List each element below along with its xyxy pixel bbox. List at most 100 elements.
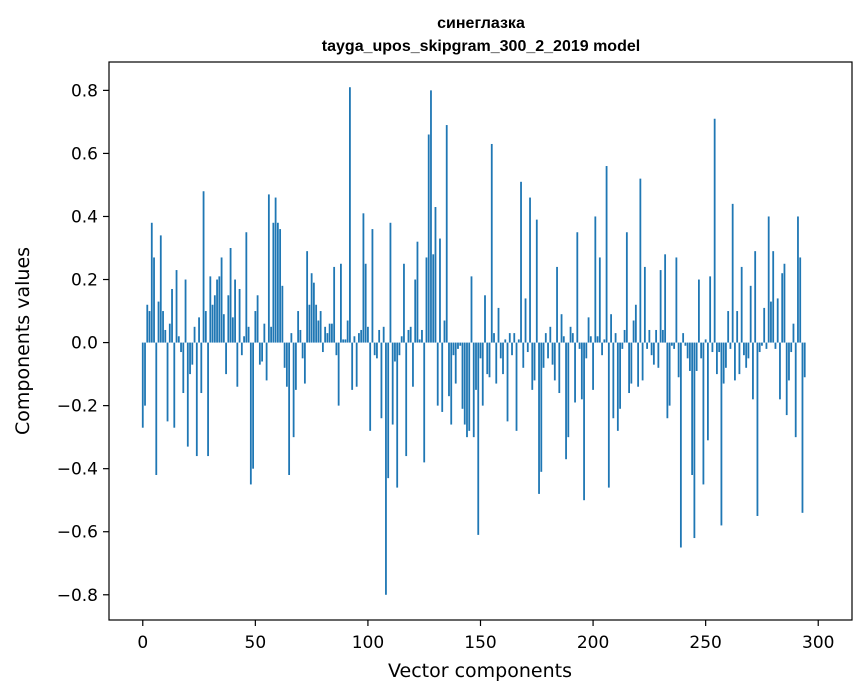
x-tick-label: 50 — [245, 633, 267, 653]
bar — [612, 342, 615, 419]
x-tick-label: 200 — [577, 633, 609, 653]
bar — [213, 295, 216, 343]
bar — [713, 118, 716, 343]
bar — [788, 342, 790, 381]
bar — [668, 342, 671, 406]
bar — [605, 166, 608, 343]
bar — [398, 342, 401, 356]
bar — [321, 342, 324, 353]
bar — [171, 288, 173, 343]
bar — [209, 276, 212, 343]
bar — [333, 266, 336, 343]
bar — [445, 125, 448, 343]
bar — [565, 342, 567, 460]
bar — [776, 298, 779, 343]
bar — [362, 213, 365, 343]
bar — [574, 342, 576, 403]
y-tick-label: 0.2 — [71, 271, 98, 291]
bar — [177, 336, 180, 343]
bar — [569, 326, 572, 343]
bar — [141, 342, 144, 428]
bar — [254, 311, 257, 343]
bar — [448, 342, 450, 397]
bar — [466, 342, 468, 438]
bar — [731, 203, 734, 343]
bar — [265, 342, 268, 381]
bar — [236, 342, 239, 387]
bar — [450, 342, 453, 425]
bar — [754, 251, 757, 343]
x-tick-label: 250 — [689, 633, 721, 653]
bar — [337, 342, 340, 406]
bars-group — [141, 87, 806, 595]
bar — [407, 329, 410, 343]
bar — [803, 342, 806, 378]
x-tick-label: 100 — [352, 633, 384, 653]
bar — [144, 342, 146, 406]
bar — [686, 342, 689, 359]
bar — [711, 342, 714, 353]
bar — [376, 342, 378, 359]
bar — [155, 342, 158, 475]
bar — [292, 342, 295, 438]
bar — [387, 342, 390, 479]
bar — [484, 295, 486, 343]
bar — [558, 342, 561, 394]
bar — [364, 263, 367, 343]
bar — [556, 266, 558, 343]
bar — [490, 143, 493, 343]
bar — [790, 342, 793, 353]
bar — [283, 342, 286, 368]
bar — [479, 342, 482, 359]
bar — [427, 134, 430, 343]
bar — [571, 333, 574, 343]
bar — [279, 229, 282, 343]
y-tick-label: 0.6 — [71, 144, 98, 164]
bar — [184, 279, 187, 343]
bar — [607, 342, 610, 488]
bar — [531, 342, 534, 390]
bar — [722, 342, 725, 384]
bar — [655, 329, 658, 343]
bar — [173, 342, 176, 428]
bar — [639, 178, 642, 343]
bar — [439, 238, 441, 343]
bar — [380, 342, 383, 419]
bar — [700, 342, 703, 359]
bar — [585, 342, 588, 359]
bar — [373, 342, 376, 356]
bar — [225, 342, 227, 375]
bar — [272, 222, 275, 343]
bar — [513, 333, 516, 343]
bar — [382, 326, 385, 343]
bar — [688, 342, 691, 371]
bar — [360, 329, 363, 343]
bar — [621, 342, 624, 349]
bar — [263, 323, 266, 343]
bar — [682, 333, 685, 343]
bar — [587, 317, 590, 343]
bar — [704, 339, 707, 343]
bar — [702, 342, 705, 485]
bar — [535, 219, 538, 343]
bar — [227, 295, 230, 343]
bar — [679, 342, 682, 548]
bar — [547, 342, 549, 359]
bar — [664, 254, 667, 343]
bar — [319, 311, 322, 343]
bar — [641, 342, 644, 381]
bar — [758, 342, 761, 353]
bar — [767, 216, 770, 343]
bar — [801, 342, 804, 513]
bar — [740, 266, 743, 343]
bar — [186, 342, 189, 447]
bar — [454, 342, 457, 384]
x-axis: 0 50 100 150 200 250 300 — [137, 620, 834, 653]
x-tick-label: 150 — [464, 633, 496, 653]
bar — [544, 333, 547, 343]
bar — [452, 342, 455, 356]
bar — [616, 342, 619, 431]
bar — [303, 342, 306, 384]
bar — [628, 342, 630, 394]
bar — [326, 333, 329, 343]
